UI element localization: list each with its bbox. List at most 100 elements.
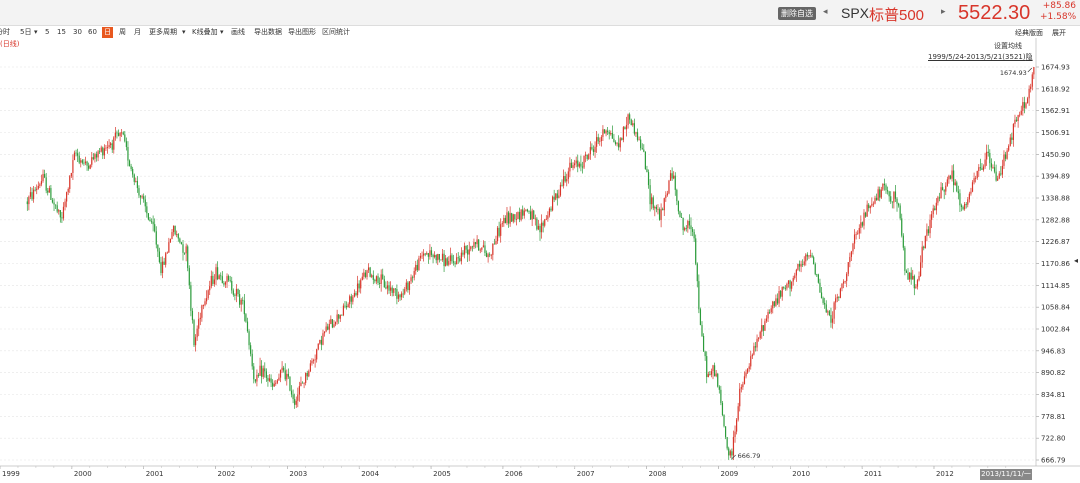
more-periods-menu[interactable]: 更多周期 <box>149 28 177 36</box>
candle-body <box>841 283 843 289</box>
candle-body <box>45 177 47 191</box>
symbol-code: SPX <box>841 5 870 21</box>
candle-body <box>338 314 340 319</box>
candle-body <box>163 261 165 265</box>
tab-5day[interactable]: 5日 <box>20 28 32 36</box>
x-tick-label: 2003 <box>289 470 307 478</box>
candle-body <box>731 451 733 456</box>
candle-body <box>1011 137 1013 140</box>
candle-body <box>481 247 483 250</box>
candle-body <box>158 251 161 263</box>
candle-body <box>228 276 230 281</box>
candle-body <box>924 235 926 249</box>
candle-body <box>1033 67 1035 75</box>
chevron-down-icon[interactable]: ▾ <box>34 28 38 36</box>
candle-body <box>825 304 827 313</box>
candle-body <box>927 229 930 234</box>
candle-body <box>42 174 44 182</box>
candle-body <box>699 309 702 326</box>
side-arrow-icon[interactable]: ◂ <box>1074 256 1079 265</box>
tab-intraday[interactable]: 分时 <box>0 28 10 36</box>
y-tick-label: 1394.89 <box>1041 173 1070 181</box>
tab-day[interactable]: 日 <box>102 27 113 38</box>
tab-5min[interactable]: 5 <box>45 28 50 36</box>
candle-body <box>435 255 437 261</box>
tab-60min[interactable]: 60 <box>88 28 97 36</box>
candle-body <box>822 298 824 303</box>
candle-body <box>100 147 102 152</box>
candle-body <box>780 291 782 297</box>
candle-body <box>427 253 429 257</box>
candle-body <box>476 239 478 245</box>
candle-body <box>152 221 154 225</box>
kline-overlay-menu[interactable]: K线叠加 <box>192 28 218 36</box>
candle-body <box>448 261 450 265</box>
candle-body <box>160 262 162 274</box>
candle-body <box>328 323 330 330</box>
remove-watchlist-button[interactable]: 删除自选 <box>778 7 816 20</box>
candle-body <box>872 203 875 205</box>
chevron-down-icon[interactable]: ▾ <box>182 28 186 36</box>
candle-body <box>932 208 934 215</box>
candle-body <box>426 253 428 255</box>
date-range-label[interactable]: 1999/5/24-2013/5/21(3521)隐 <box>928 52 1033 62</box>
chevron-down-icon[interactable]: ▾ <box>220 28 224 36</box>
chart-grid <box>0 66 1036 461</box>
classic-layout-button[interactable]: 经典版面 <box>1015 29 1043 37</box>
range-toggle[interactable]: 隐 <box>1025 53 1033 61</box>
candle-body <box>177 234 179 239</box>
candle-body <box>279 370 282 378</box>
tab-30min[interactable]: 30 <box>73 28 82 36</box>
candle-body <box>920 262 922 277</box>
candle-body <box>916 280 919 287</box>
candle-body <box>190 285 192 311</box>
candle-body <box>839 288 841 298</box>
prev-symbol-icon[interactable]: ◂ <box>823 7 828 17</box>
candle-body <box>298 386 300 395</box>
candle-body <box>680 217 683 219</box>
x-tick-label: 2001 <box>146 470 164 478</box>
tab-month[interactable]: 月 <box>134 28 141 36</box>
tab-week[interactable]: 周 <box>119 28 126 36</box>
candle-body <box>412 277 414 279</box>
candle-body <box>635 132 637 134</box>
candle-body <box>701 325 703 336</box>
candle-body <box>632 123 634 126</box>
candle-body <box>330 319 332 324</box>
set-ma-button[interactable]: 设置均线 <box>994 42 1022 50</box>
candle-body <box>146 206 148 214</box>
candle-body <box>358 283 360 289</box>
candle-body <box>336 314 338 322</box>
candle-body <box>331 319 334 328</box>
expand-button[interactable]: 展开 <box>1052 29 1066 37</box>
candle-body <box>566 179 568 182</box>
candle-body <box>103 148 105 156</box>
candle-body <box>794 275 796 279</box>
candle-body <box>232 290 234 295</box>
candle-body <box>605 130 607 134</box>
price-chart[interactable]: 1674.93 1618.92 1562.91 1506.91 1450.90 1394.… <box>0 38 1080 483</box>
candle-body <box>187 246 189 269</box>
candle-body <box>704 351 706 357</box>
candle-body <box>926 229 928 236</box>
candle-body <box>183 252 186 254</box>
draw-line-button[interactable]: 画线 <box>231 28 245 36</box>
export-image-button[interactable]: 导出图形 <box>288 28 316 36</box>
export-data-button[interactable]: 导出数据 <box>254 28 282 36</box>
candle-body <box>964 204 966 210</box>
candle-body <box>94 154 96 159</box>
candle-body <box>191 310 194 321</box>
next-symbol-icon[interactable]: ▸ <box>941 7 946 17</box>
candle-body <box>539 225 541 233</box>
candle-body <box>654 206 656 209</box>
change-value: +85.86 <box>1042 1 1076 11</box>
candle-body <box>122 132 124 135</box>
candle-body <box>204 301 206 306</box>
candle-body <box>492 243 494 255</box>
range-stats-button[interactable]: 区间统计 <box>322 28 350 36</box>
y-tick-label: 946.83 <box>1041 347 1066 355</box>
candle-body <box>531 210 533 220</box>
candle-body <box>742 384 744 388</box>
candle-body <box>399 294 401 298</box>
tab-15min[interactable]: 15 <box>57 28 66 36</box>
